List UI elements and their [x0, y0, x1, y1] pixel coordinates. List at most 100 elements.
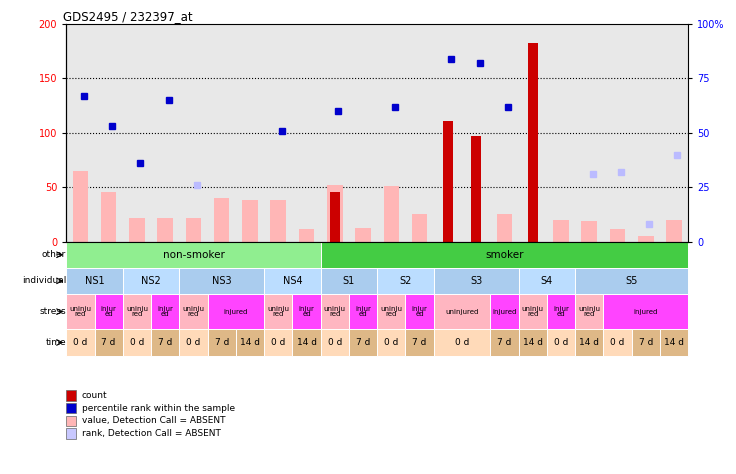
Bar [547, 329, 575, 356]
Bar [497, 215, 512, 242]
Text: 14 d: 14 d [523, 338, 542, 347]
Bar [471, 136, 481, 242]
Bar [151, 329, 180, 356]
Text: uninju
red: uninju red [69, 306, 91, 318]
Text: injur
ed: injur ed [158, 306, 173, 318]
Bar [519, 294, 547, 329]
Text: time: time [46, 338, 66, 347]
Bar [299, 228, 314, 242]
Bar [631, 329, 660, 356]
Bar [553, 220, 569, 242]
Text: S4: S4 [541, 276, 553, 286]
Bar [412, 215, 428, 242]
Text: stress: stress [40, 307, 66, 316]
Text: smoker: smoker [485, 250, 523, 260]
Bar [66, 416, 76, 426]
Text: injur
ed: injur ed [411, 306, 428, 318]
Text: 7 d: 7 d [356, 338, 370, 347]
Bar [406, 294, 434, 329]
Bar [208, 294, 264, 329]
Bar [434, 268, 519, 294]
Text: 7 d: 7 d [102, 338, 116, 347]
Bar [434, 294, 490, 329]
Bar [264, 329, 292, 356]
Text: S3: S3 [470, 276, 482, 286]
Bar [490, 329, 519, 356]
Bar [66, 268, 123, 294]
Text: rank, Detection Call = ABSENT: rank, Detection Call = ABSENT [82, 429, 221, 438]
Bar [321, 329, 349, 356]
Text: injur
ed: injur ed [553, 306, 569, 318]
Text: 0 d: 0 d [186, 338, 201, 347]
Text: uninju
red: uninju red [267, 306, 289, 318]
Bar [575, 268, 688, 294]
Bar [378, 268, 434, 294]
Bar [123, 294, 151, 329]
Text: uninju
red: uninju red [126, 306, 148, 318]
Text: uninju
red: uninju red [381, 306, 403, 318]
Text: uninju
red: uninju red [522, 306, 544, 318]
Bar [264, 294, 292, 329]
Bar [547, 294, 575, 329]
Text: injured: injured [634, 309, 658, 315]
Bar [406, 329, 434, 356]
Bar [378, 294, 406, 329]
Bar [604, 294, 688, 329]
Bar [660, 329, 688, 356]
Bar [490, 294, 519, 329]
Bar [66, 242, 321, 268]
Bar [151, 294, 180, 329]
Bar [292, 294, 321, 329]
Bar [123, 329, 151, 356]
Bar [101, 191, 116, 242]
Text: injur
ed: injur ed [101, 306, 116, 318]
Text: 14 d: 14 d [664, 338, 684, 347]
Bar [158, 218, 173, 242]
Text: uninju
red: uninju red [324, 306, 346, 318]
Text: 0 d: 0 d [328, 338, 342, 347]
Text: injured: injured [224, 309, 248, 315]
Bar [66, 294, 94, 329]
Text: GDS2495 / 232397_at: GDS2495 / 232397_at [63, 9, 193, 23]
Text: injur
ed: injur ed [299, 306, 314, 318]
Text: 0 d: 0 d [610, 338, 625, 347]
Bar [214, 198, 230, 242]
Bar [292, 329, 321, 356]
Text: 0 d: 0 d [73, 338, 88, 347]
Text: 0 d: 0 d [130, 338, 144, 347]
Bar [383, 186, 399, 242]
Bar [575, 294, 604, 329]
Bar [236, 329, 264, 356]
Bar [355, 228, 371, 242]
Bar [330, 191, 340, 242]
Text: count: count [82, 391, 107, 400]
Bar [519, 268, 575, 294]
Bar [321, 268, 378, 294]
Text: non-smoker: non-smoker [163, 250, 224, 260]
Text: S1: S1 [343, 276, 355, 286]
Bar [66, 428, 76, 439]
Text: injured: injured [492, 309, 517, 315]
Text: NS1: NS1 [85, 276, 105, 286]
Bar [66, 390, 76, 401]
Text: uninju
red: uninju red [578, 306, 601, 318]
Bar [443, 121, 453, 242]
Bar [271, 201, 286, 242]
Bar [73, 171, 88, 242]
Text: S5: S5 [626, 276, 638, 286]
Bar [94, 329, 123, 356]
Text: 7 d: 7 d [498, 338, 512, 347]
Text: NS4: NS4 [283, 276, 302, 286]
Text: 0 d: 0 d [553, 338, 568, 347]
Text: 0 d: 0 d [384, 338, 398, 347]
Text: uninjured: uninjured [445, 309, 478, 315]
Bar [528, 43, 537, 242]
Text: 14 d: 14 d [579, 338, 599, 347]
Text: injur
ed: injur ed [355, 306, 371, 318]
Bar [349, 329, 378, 356]
Text: NS3: NS3 [212, 276, 232, 286]
Text: value, Detection Call = ABSENT: value, Detection Call = ABSENT [82, 417, 225, 425]
Bar [264, 268, 321, 294]
Text: S2: S2 [400, 276, 411, 286]
Bar [609, 228, 626, 242]
